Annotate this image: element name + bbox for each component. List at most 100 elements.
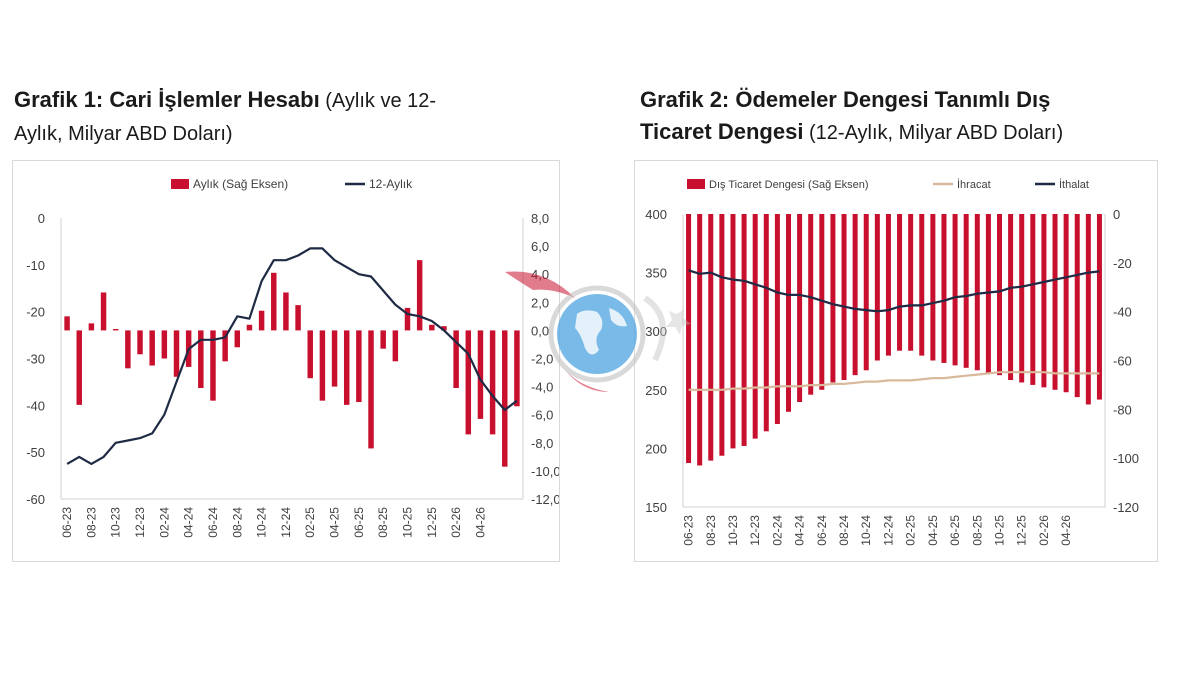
watermark-logo [505,271,691,392]
chart-2-left-tick-label: 350 [645,266,667,281]
chart-2-x-tick-label: 06-25 [948,515,962,546]
chart-2-x-tick-label: 10-25 [993,515,1007,546]
chart-2-x-tick-label: 12-24 [881,515,895,546]
chart-2-bar [952,214,958,366]
chart-2-bar [1030,214,1036,385]
chart-2-bar [997,214,1002,376]
chart-2-bar [730,214,736,449]
chart-1-bar [465,330,472,435]
chart-1-right-tick-label: -6,0 [531,408,553,423]
chart-1-svg: 0-10-20-30-40-50-608,06,04,02,00,0-2,0-4… [26,177,560,538]
chart-2-bar [1052,214,1058,390]
chart-2-x-tick-label: 04-26 [1059,515,1073,546]
chart-1-bar [514,330,520,407]
chart-2-bar [863,214,869,371]
chart-2-title: Grafik 2: Ödemeler Dengesi Tanımlı Dış T… [640,84,1180,149]
chart-1-x-tick-label: 04-26 [473,507,487,538]
chart-1-bar [404,307,411,331]
chart-1-bar [356,330,362,403]
chart-1-bar [64,316,70,331]
chart-1-x-tick-label: 02-26 [449,507,463,538]
chart-1-x-tick-label: 02-25 [303,507,317,538]
chart-1-bar [453,330,459,389]
chart-1-bar [234,330,241,348]
chart-1-x-tick-label: 04-24 [182,507,196,538]
chart-2-bar [819,214,825,390]
chart-1-bar [307,330,313,379]
chart-1-left-tick-label: -50 [26,445,45,460]
chart-2-bar [874,214,880,361]
chart-1-right-tick-label: -10,0 [531,464,559,479]
chart-2-bar [719,214,725,456]
chart-2-bar [1074,214,1080,398]
chart-1-bar [368,330,374,449]
chart-1-bar [331,330,338,387]
chart-1-bar [112,328,119,331]
chart-2-right-tick-label: 0 [1113,207,1120,222]
chart-2-x-tick-label: 08-23 [704,515,718,546]
chart-1-bar [100,292,107,331]
chart-2-left-tick-label: 150 [645,500,667,515]
chart-1-x-tick-label: 12-24 [279,507,293,538]
chart-1-bar [489,330,496,435]
chart-2-bar [1085,214,1091,405]
chart-2-bar [752,214,758,439]
chart-1-left-tick-label: -60 [26,492,45,507]
chart-1-bar [88,323,95,331]
chart-2-right-tick-label: -120 [1113,500,1139,515]
chart-1-left-tick-label: 0 [38,211,45,226]
chart-1-bar [173,330,180,377]
chart-2-bar [686,214,692,464]
chart-1-x-tick-label: 12-23 [133,507,147,538]
chart-1-right-tick-label: 6,0 [531,239,549,254]
chart-1-bar [271,272,277,331]
chart-2-bar [919,214,925,356]
chart-1-title-line2: Aylık, Milyar ABD Doları) [14,123,233,145]
chart-1-right-tick-label: 0,0 [531,323,549,338]
chart-2-bar [963,214,969,368]
chart-2-bar [852,214,858,376]
chart-2-left-tick-label: 250 [645,383,667,398]
chart-2-x-tick-label: 06-23 [682,515,696,546]
chart-2-bar [786,214,791,412]
chart-2-bar [908,214,914,351]
chart-2-right-tick-label: -20 [1113,256,1132,271]
chart-2-bar [763,214,769,432]
chart-2-right-tick-label: -80 [1113,402,1132,417]
chart-1-right-tick-label: -8,0 [531,436,553,451]
chart-1-x-tick-label: 06-24 [206,507,220,538]
chart-2-x-tick-label: 10-23 [726,515,740,546]
chart-2-bar [797,214,803,403]
chart-1-x-tick-label: 10-25 [401,507,415,538]
chart-2-bar [885,214,891,356]
chart-1-x-tick-label: 08-25 [376,507,390,538]
chart-1-legend-swatch-bar [171,179,189,189]
chart-2-legend-label: İthalat [1059,178,1089,191]
chart-2-bar [774,214,780,424]
chart-2-legend-swatch-bar [687,179,705,189]
chart-1-x-tick-label: 06-23 [60,507,74,538]
chart-2-bar [941,214,947,363]
chart-1-x-tick-label: 10-24 [255,507,269,538]
chart-1-bar [319,330,326,401]
chart-2-right-tick-label: -40 [1113,305,1132,320]
chart-1-legend-label: 12-Aylık [369,177,413,191]
chart-2-x-tick-label: 02-26 [1037,515,1051,546]
chart-2-x-tick-label: 02-25 [904,515,918,546]
chart-2-x-tick-label: 04-24 [793,515,807,546]
chart-1-bar [161,330,168,359]
chart-1-x-tick-label: 10-23 [109,507,123,538]
chart-1-bar [222,330,228,362]
chart-1-right-tick-label: 2,0 [531,295,549,310]
chart-1-bar [137,330,143,355]
chart-1-x-tick-label: 12-25 [425,507,439,538]
chart-1-bar [283,292,289,331]
chart-2-bar [808,214,814,395]
chart-2-x-tick-label: 04-25 [926,515,940,546]
chart-1-bar [441,326,447,331]
chart-1-legend-label: Aylık (Sağ Eksen) [193,177,288,191]
chart-2-right-tick-label: -60 [1113,354,1132,369]
chart-1-right-tick-label: -12,0 [531,492,559,507]
chart-2-bar [1008,214,1014,381]
chart-1-bar [125,330,131,369]
